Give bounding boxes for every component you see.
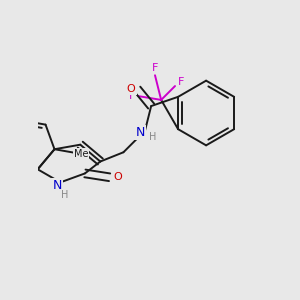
Text: H: H	[61, 190, 69, 200]
Text: F: F	[178, 77, 184, 87]
Text: O: O	[127, 84, 136, 94]
Text: Me: Me	[74, 148, 88, 159]
Text: H: H	[149, 132, 156, 142]
Text: N: N	[136, 126, 145, 139]
Text: N: N	[52, 179, 62, 192]
Text: O: O	[113, 172, 122, 182]
Text: F: F	[152, 63, 158, 73]
Text: F: F	[129, 91, 135, 101]
